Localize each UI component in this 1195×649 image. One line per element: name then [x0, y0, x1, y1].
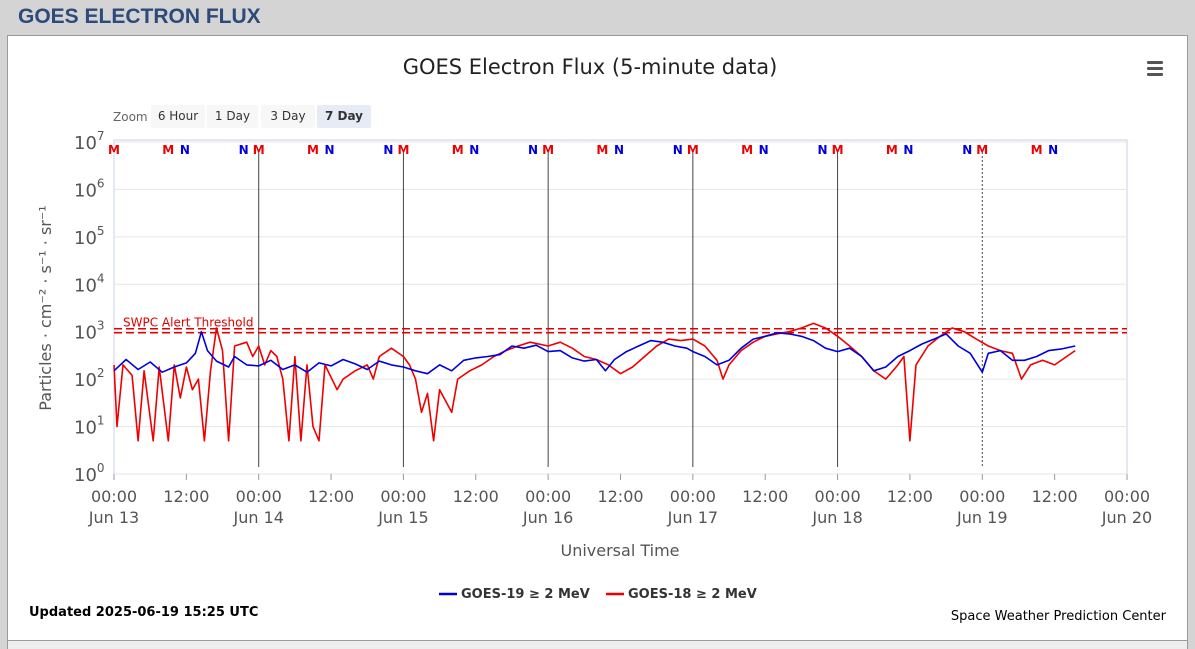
x-tick-time: 00:00: [959, 487, 1005, 506]
marker-m: M: [397, 143, 409, 157]
y-tick-label: 100: [74, 461, 105, 486]
zoom-button-label: 6 Hour: [158, 109, 198, 123]
x-tick-time: 00:00: [91, 487, 137, 506]
page-header: GOES ELECTRON FLUX: [0, 0, 1195, 34]
day-separator-lines: [258, 152, 983, 467]
marker-m: M: [1031, 143, 1043, 157]
legend-label: GOES-18 ≥ 2 MeV: [628, 587, 757, 602]
x-axis-label: Universal Time: [560, 541, 679, 560]
y-tick-label: 106: [74, 176, 105, 201]
marker-m: M: [976, 143, 988, 157]
marker-n: N: [180, 143, 190, 157]
x-tick-time: 12:00: [308, 487, 354, 506]
y-tick-label: 103: [74, 319, 105, 344]
y-tick-label: 107: [74, 129, 105, 154]
chart-panel: GOES Electron Flux (5-minute data) Zoom …: [7, 35, 1188, 641]
zoom-button-7-day[interactable]: 7 Day: [317, 105, 371, 128]
x-tick-time: 00:00: [380, 487, 426, 506]
marker-n: N: [817, 143, 827, 157]
marker-m: M: [108, 143, 120, 157]
marker-n: N: [962, 143, 972, 157]
x-tick-time: 00:00: [815, 487, 861, 506]
marker-n: N: [673, 143, 683, 157]
gridlines: [114, 141, 1127, 475]
x-tick-date: Jun 14: [232, 508, 283, 527]
marker-m: M: [832, 143, 844, 157]
x-tick-date: Jun 19: [956, 508, 1007, 527]
x-tick-date: Jun 16: [522, 508, 573, 527]
x-tick-time: 12:00: [597, 487, 643, 506]
marker-n: N: [759, 143, 769, 157]
y-tick-label: 102: [74, 366, 105, 391]
marker-m: M: [253, 143, 265, 157]
alert-threshold-label: SWPC Alert Threshold: [123, 316, 253, 330]
y-tick-label: 101: [74, 414, 105, 439]
zoom-button-6-hour[interactable]: 6 Hour: [151, 105, 205, 128]
x-tick-date: Jun 15: [377, 508, 428, 527]
y-tick-label: 105: [74, 224, 105, 249]
alert-threshold: SWPC Alert Threshold: [114, 316, 1127, 334]
legend-item-goes-18[interactable]: GOES-18 ≥ 2 MeV: [606, 587, 757, 602]
chart-svg: GOES Electron Flux (5-minute data) Zoom …: [29, 55, 1167, 624]
marker-n: N: [239, 143, 249, 157]
x-tick-time: 00:00: [670, 487, 716, 506]
bottom-panel-edge: [7, 640, 1188, 649]
x-tick-date: Jun 18: [811, 508, 862, 527]
zoom-button-3-day[interactable]: 3 Day: [261, 105, 315, 128]
x-tick-time: 12:00: [453, 487, 499, 506]
hamburger-menu-icon[interactable]: [1144, 56, 1166, 78]
marker-n: N: [903, 143, 913, 157]
marker-n: N: [1048, 143, 1058, 157]
credit-text[interactable]: Space Weather Prediction Center: [951, 609, 1167, 624]
x-tick-time: 00:00: [525, 487, 571, 506]
marker-m: M: [596, 143, 608, 157]
marker-m: M: [542, 143, 554, 157]
marker-m: M: [452, 143, 464, 157]
marker-n: N: [383, 143, 393, 157]
legend-item-goes-19[interactable]: GOES-19 ≥ 2 MeV: [439, 587, 590, 602]
zoom-controls: Zoom 6 Hour 1 Day 3 Day 7 Day: [113, 105, 371, 128]
series-line-goes-18: [113, 322, 1076, 442]
zoom-button-label: 3 Day: [270, 109, 305, 123]
x-tick-date: Jun 17: [667, 508, 718, 527]
y-tick-label: 104: [74, 271, 105, 296]
series-lines: [113, 322, 1076, 442]
legend: GOES-19 ≥ 2 MeV GOES-18 ≥ 2 MeV: [439, 587, 757, 602]
x-tick-time: 12:00: [887, 487, 933, 506]
marker-n: N: [528, 143, 538, 157]
x-tick-time: 12:00: [163, 487, 209, 506]
plot-area: [113, 139, 1128, 475]
updated-timestamp: Updated 2025-06-19 15:25 UTC: [29, 605, 258, 620]
y-axis-ticks: 100 101 102 103 104 105 106 107: [74, 129, 105, 486]
marker-m: M: [886, 143, 898, 157]
series-line-goes-19: [113, 330, 1076, 375]
chart-title: GOES Electron Flux (5-minute data): [403, 55, 778, 79]
y-axis-label: Particles · cm⁻² · s⁻¹ · sr⁻¹: [36, 205, 55, 410]
x-tick-time: 00:00: [1104, 487, 1150, 506]
marker-m: M: [307, 143, 319, 157]
marker-m: M: [162, 143, 174, 157]
marker-m: M: [687, 143, 699, 157]
zoom-button-1-day[interactable]: 1 Day: [207, 105, 258, 128]
marker-m: M: [741, 143, 753, 157]
x-tick-time: 00:00: [236, 487, 282, 506]
marker-n: N: [325, 143, 335, 157]
page-title: GOES ELECTRON FLUX: [18, 5, 261, 28]
x-axis-ticks: 00:00 Jun 13 12:00 00:00 Jun 14 12:00 00:00 Jun…: [88, 474, 1152, 527]
zoom-label: Zoom: [113, 110, 148, 124]
x-tick-date: Jun 20: [1101, 508, 1152, 527]
zoom-button-label: 7 Day: [325, 109, 363, 123]
zoom-button-label: 1 Day: [215, 109, 250, 123]
x-tick-date: Jun 13: [88, 508, 139, 527]
marker-n: N: [614, 143, 624, 157]
x-tick-time: 12:00: [1032, 487, 1078, 506]
x-tick-time: 12:00: [742, 487, 788, 506]
legend-label: GOES-19 ≥ 2 MeV: [461, 587, 590, 602]
marker-n: N: [469, 143, 479, 157]
